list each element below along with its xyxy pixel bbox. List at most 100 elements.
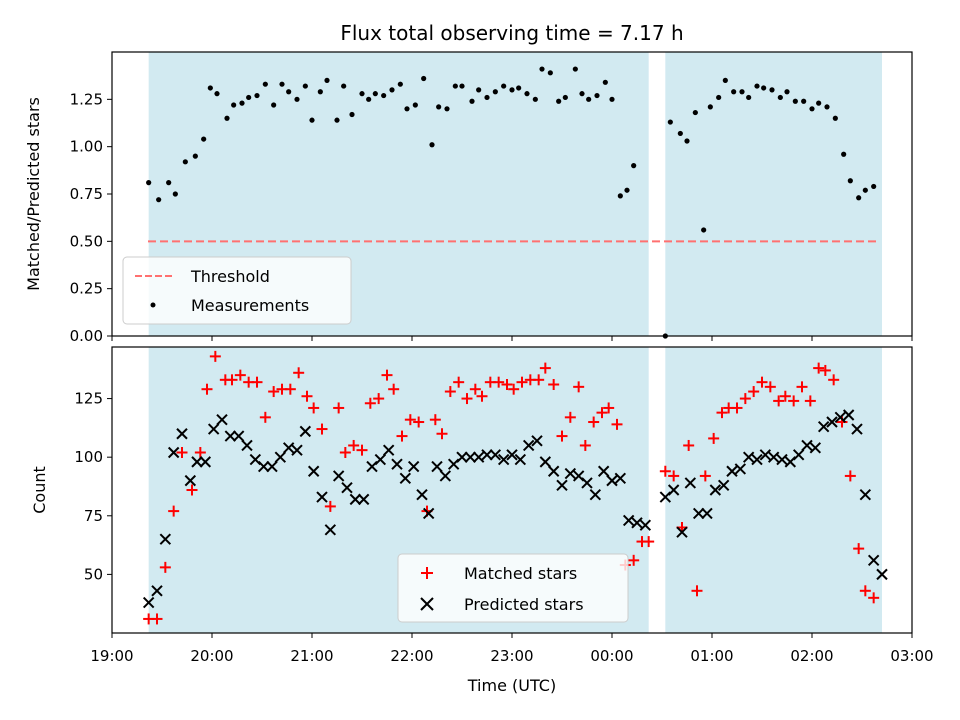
matched-star-point xyxy=(868,592,880,604)
predicted-star-point xyxy=(867,554,880,567)
predicted-star-point xyxy=(676,526,688,538)
predicted-star-point xyxy=(709,484,722,496)
matched-star-point xyxy=(453,376,465,388)
measurement-point xyxy=(532,96,538,102)
measurement-point xyxy=(359,91,365,97)
measurement-point xyxy=(146,180,152,186)
predicted-star-point xyxy=(349,493,362,506)
measurement-point xyxy=(801,98,807,104)
predicted-star-point xyxy=(506,449,518,461)
predicted-star-point xyxy=(826,416,838,428)
matched-star-point xyxy=(186,484,198,496)
top-shaded-span xyxy=(665,52,882,336)
predicted-star-point xyxy=(842,409,855,421)
measurement-point xyxy=(207,85,213,91)
predicted-star-point xyxy=(776,453,788,466)
x-tick-label: 20:00 xyxy=(190,647,233,665)
measurement-point xyxy=(809,106,815,112)
measurement-point xyxy=(334,117,340,123)
predicted-star-point xyxy=(282,442,295,454)
matched-star-point xyxy=(159,561,171,573)
measurement-point xyxy=(847,178,853,184)
predicted-star-point xyxy=(431,460,443,473)
measurement-point xyxy=(631,163,637,169)
predicted-star-point xyxy=(176,428,188,440)
matched-star-point xyxy=(683,439,695,451)
predicted-legend-swatch xyxy=(420,597,434,611)
measurement-point xyxy=(739,89,745,95)
predicted-star-point xyxy=(299,425,312,438)
matched-star-point xyxy=(324,500,336,512)
matched-star-point xyxy=(168,505,180,517)
top-legend-box xyxy=(122,256,352,325)
matched-star-point xyxy=(659,465,671,477)
bot-y-tick-label: 100 xyxy=(74,448,103,466)
measurement-point xyxy=(539,66,545,72)
measurement-point xyxy=(769,87,775,93)
predicted-star-point xyxy=(606,474,618,487)
bot-y-tick-label: 125 xyxy=(74,390,103,408)
measurement-point xyxy=(516,85,522,91)
measurement-point xyxy=(722,77,728,83)
predicted-star-point xyxy=(199,456,212,468)
predicted-star-point xyxy=(614,472,627,484)
top-axes: 0.00 0.25 0.50 0.75 1.00 1.25 xyxy=(70,90,913,345)
measurement-point xyxy=(201,136,207,142)
measurement-point xyxy=(841,151,847,157)
predicted-star-point xyxy=(481,449,493,461)
measurement-point xyxy=(792,98,798,104)
matched-star-point xyxy=(773,395,785,407)
matched-star-point xyxy=(308,402,320,414)
measurement-point xyxy=(239,100,245,106)
predicted-star-point xyxy=(382,444,395,456)
measurement-point xyxy=(731,89,737,95)
measurement-point xyxy=(397,81,403,87)
measurement-point xyxy=(302,83,308,89)
x-tick-label: 00:00 xyxy=(590,647,633,665)
measurement-point xyxy=(547,70,553,76)
predicted-star-point xyxy=(522,439,535,452)
predicted-star-point xyxy=(622,514,635,527)
measurements-legend-label: Measurements xyxy=(191,296,309,315)
measurement-point xyxy=(294,96,300,102)
threshold-legend-label: Threshold xyxy=(190,267,270,286)
matched-star-point xyxy=(284,383,296,395)
predicted-star-point xyxy=(142,596,155,609)
x-tick-label: 02:00 xyxy=(790,647,833,665)
matched-star-point xyxy=(259,411,271,423)
measurement-point xyxy=(381,92,387,99)
matched-star-point xyxy=(316,423,328,435)
measurement-point xyxy=(579,91,585,97)
measurement-point xyxy=(214,91,220,97)
measurement-point xyxy=(692,109,698,116)
matched-legend-swatch xyxy=(421,567,433,579)
measurement-point xyxy=(862,187,868,193)
measurement-point xyxy=(556,98,562,104)
measurement-point xyxy=(436,104,442,110)
matched-star-point xyxy=(413,416,425,428)
matched-star-point xyxy=(234,369,246,381)
matched-star-point xyxy=(804,395,816,407)
predicted-star-point xyxy=(792,449,805,461)
predicted-star-point xyxy=(407,460,420,473)
matched-star-point xyxy=(573,381,585,393)
measurement-point xyxy=(349,111,355,118)
matched-star-point xyxy=(388,383,400,395)
measurement-point xyxy=(404,106,410,112)
matched-star-point xyxy=(293,367,305,379)
matched-star-point xyxy=(444,386,456,398)
measurement-point xyxy=(317,89,323,95)
predicted-star-point xyxy=(717,479,730,492)
x-tick-label: 22:00 xyxy=(390,647,433,665)
predicted-star-point xyxy=(809,442,822,454)
matched-star-point xyxy=(194,446,206,458)
predicted-star-point xyxy=(324,524,337,536)
matched-star-point xyxy=(333,402,345,414)
measurement-point xyxy=(476,87,482,93)
measurement-point xyxy=(279,81,285,87)
measurements-legend-swatch xyxy=(150,302,156,308)
matched-star-point xyxy=(796,381,808,393)
matched-star-point xyxy=(739,393,751,405)
predicted-star-point xyxy=(167,446,180,459)
matched-star-point xyxy=(396,430,408,442)
